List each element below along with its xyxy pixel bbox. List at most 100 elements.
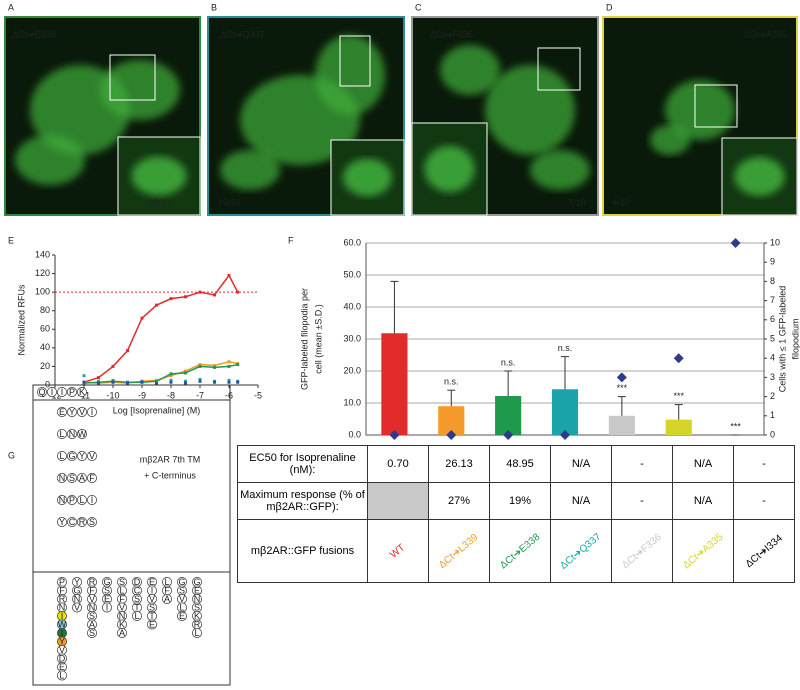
residue bbox=[72, 602, 82, 613]
cell bbox=[15, 135, 85, 185]
residue-letter: V bbox=[89, 594, 95, 604]
category-label: ΔCt➔F336 bbox=[620, 531, 664, 572]
residue-letter: I bbox=[61, 611, 64, 621]
y-tick-label: 0 bbox=[45, 379, 50, 389]
caption: ΔCt➔A335 bbox=[743, 29, 787, 39]
y-tick-label: 60 bbox=[40, 324, 50, 334]
point bbox=[169, 380, 173, 384]
residue-letter: V bbox=[149, 594, 155, 604]
residue-letter: L bbox=[79, 495, 84, 505]
residue bbox=[77, 407, 87, 417]
point bbox=[140, 380, 144, 384]
residue-letter: F bbox=[164, 585, 170, 595]
residue-letter: Q bbox=[38, 387, 45, 397]
residue-letter: L bbox=[179, 602, 184, 612]
residue-letter: N bbox=[59, 473, 66, 483]
residue bbox=[87, 473, 97, 483]
point bbox=[198, 379, 202, 383]
diagram-title: mβ2AR 7th TM bbox=[140, 454, 201, 464]
point bbox=[184, 379, 187, 383]
table-cell: N/A bbox=[550, 445, 612, 483]
residue-letter: I bbox=[61, 387, 64, 397]
zoom-box bbox=[694, 84, 738, 128]
y-tick-label: 0.0 bbox=[348, 429, 361, 439]
cell bbox=[665, 80, 735, 140]
residue-letter: N bbox=[74, 594, 81, 604]
point bbox=[213, 365, 216, 369]
table-cell bbox=[367, 482, 429, 520]
residue-letter: R bbox=[89, 577, 96, 587]
residue-letter: V bbox=[59, 645, 65, 655]
residue-letter: L bbox=[119, 585, 124, 595]
cell bbox=[440, 45, 500, 95]
table-cell: EC50 for Isoprenaline (nM): bbox=[237, 445, 368, 483]
point bbox=[213, 364, 216, 367]
panel-label: G bbox=[8, 450, 15, 460]
point bbox=[227, 364, 231, 368]
residue-letter: Y bbox=[59, 636, 65, 646]
residue bbox=[87, 495, 97, 505]
table-cell: 0.70 bbox=[367, 445, 429, 483]
residue bbox=[117, 628, 127, 638]
residue bbox=[67, 517, 77, 527]
residue-letter: K bbox=[119, 619, 125, 629]
residue bbox=[67, 407, 77, 417]
diamond bbox=[446, 430, 457, 440]
point bbox=[97, 376, 100, 380]
table-row: mβ2AR::GFP fusions WT ΔCt➔L339 ΔCt➔E338 ΔCt➔… bbox=[237, 519, 795, 583]
point bbox=[198, 377, 202, 381]
residue-letter: R bbox=[59, 594, 66, 604]
point bbox=[169, 378, 173, 382]
residue bbox=[77, 473, 87, 483]
residue-letter: V bbox=[74, 602, 80, 612]
table-cell: N/A bbox=[550, 482, 612, 520]
residue-letter: F bbox=[59, 585, 65, 595]
residue-letter: I bbox=[61, 628, 64, 638]
category-label: ΔCt➔L339 bbox=[437, 532, 481, 571]
y-axis-label: cell (mean ±S.D.) bbox=[313, 304, 323, 373]
y-tick-label: 20 bbox=[40, 361, 50, 371]
residue-letter: D bbox=[59, 653, 66, 663]
table-cell: - bbox=[733, 482, 795, 520]
cell-count: 4/10 bbox=[612, 197, 630, 207]
residue-letter: E bbox=[149, 619, 155, 629]
residue-letter: E bbox=[149, 577, 155, 587]
table-cell: ΔCt➔A335 bbox=[672, 519, 734, 583]
category-label: WT bbox=[388, 542, 408, 561]
residue bbox=[47, 387, 57, 397]
panel-label: C bbox=[415, 2, 422, 12]
residue bbox=[57, 429, 67, 439]
point bbox=[126, 349, 129, 353]
x-tick-label: -7 bbox=[196, 390, 204, 400]
residue-letter: E bbox=[179, 611, 185, 621]
residue bbox=[67, 473, 77, 483]
cell bbox=[650, 125, 690, 155]
residue-letter: S bbox=[179, 585, 185, 595]
residue-letter: A bbox=[164, 594, 170, 604]
residue-letter: V bbox=[89, 451, 95, 461]
table-cell: - bbox=[733, 445, 795, 483]
diagram-title: + C-terminus bbox=[144, 470, 196, 480]
y2-tick-label: 7 bbox=[770, 295, 775, 305]
y-tick-label: 10.0 bbox=[343, 397, 361, 407]
residue-letter: P bbox=[69, 495, 75, 505]
residue-letter: F bbox=[89, 585, 95, 595]
cell bbox=[734, 157, 785, 196]
table-cell: ΔCt➔F336 bbox=[611, 519, 673, 583]
residue-letter: N bbox=[89, 602, 96, 612]
residue-letter: G bbox=[103, 577, 110, 587]
residue-letter: Y bbox=[59, 517, 65, 527]
category-label: ΔCt➔E338 bbox=[497, 531, 543, 572]
residue bbox=[67, 451, 77, 461]
residue-letter: I bbox=[51, 387, 54, 397]
bar bbox=[608, 415, 635, 435]
y-tick-label: 80 bbox=[40, 305, 50, 315]
table-cell: ΔCt➔I334 bbox=[733, 519, 795, 583]
diamond bbox=[389, 430, 400, 440]
y2-tick-label: 2 bbox=[770, 391, 775, 401]
residue-letter: R bbox=[194, 619, 201, 629]
residue bbox=[192, 628, 202, 638]
residue-letter: F bbox=[119, 594, 125, 604]
residue-letter: G bbox=[68, 451, 75, 461]
